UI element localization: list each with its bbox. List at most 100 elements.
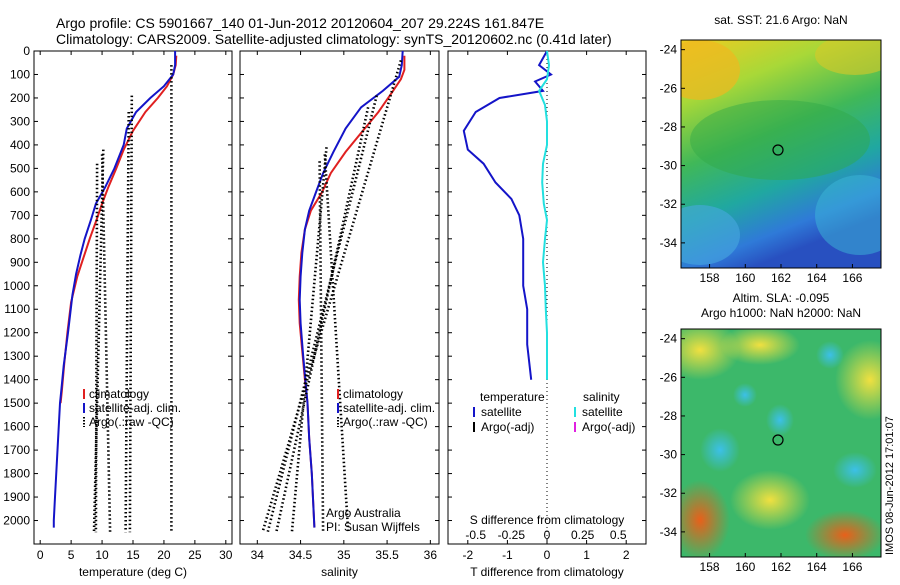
depth-tick-label: 1200 [3,326,30,340]
sal-x-axis-label: salinity [321,565,358,579]
depth-tick-label: 200 [10,91,30,105]
temp-x-tick-label: 0 [37,548,44,562]
depth-tick-label: 500 [10,161,30,175]
diff-legend-label: Argo(-adj) [481,420,534,434]
depth-tick-label: 0 [23,44,30,58]
depth-tick-label: 1000 [3,279,30,293]
salinity-annotation: Argo Australia [326,506,401,520]
temp-x-axis-label: temperature (deg C) [79,565,187,579]
sal-series-argo-raw [318,161,325,533]
temp-legend-label: Argo(.:raw -QC) [89,415,174,429]
sst-axes-lat-label: -34 [660,236,678,250]
temp-x-tick-label: 20 [157,548,171,562]
diff-legend-label: Argo(-adj) [582,420,635,434]
temp-x-tick-label: 5 [68,548,75,562]
temp-legend-label: satellite-adj. clim. [89,401,181,415]
sal-legend-label: satellite-adj. clim. [343,401,435,415]
sst-axes-lat-label: -32 [660,197,678,211]
title-line-2: Climatology: CARS2009. Satellite-adjuste… [56,31,612,47]
sla-axes-lon-label: 162 [771,560,791,574]
temp-series-climatology [59,55,178,404]
sal-x-tick-label: 36 [424,548,438,562]
sst-axes-lon-label: 160 [735,271,755,285]
diff-secondary-tick-label: 0.25 [571,528,595,542]
diff-legend-title-temperature: temperature [480,390,545,404]
depth-tick-label: 900 [10,255,30,269]
sal-series-argo-raw [261,60,403,533]
sst-axes-lon-label: 158 [700,271,720,285]
difference-panel: -2 -1 0 1 2 T difference from climatology S di… [447,50,647,579]
diff-x-tick-label: 2 [623,548,630,562]
sla-map-title-1: Altim. SLA: -0.095 [733,291,830,305]
sla-axes-lat-label: -32 [660,486,678,500]
title-line-1: Argo profile: CS 5901667_140 01-Jun-2012… [56,15,544,31]
depth-tick-label: 1700 [3,443,30,457]
sla-axes-lat-label: -24 [660,332,678,346]
sal-x-tick-label: 34 [251,548,265,562]
temp-series-argo-raw [100,154,112,533]
depth-tick-label: 700 [10,208,30,222]
sla-map: Altim. SLA: -0.095 Argo h1000: NaN h2000… [660,291,882,574]
salinity-panel: 34 34.5 35 35.5 36 salinity climatologysatelli… [239,50,440,579]
sst-axes-lat-label: -30 [660,159,678,173]
temp-series-argo-raw [124,111,130,533]
diff-series-s-satellite [537,50,551,380]
sal-legend-label: climatology [343,387,403,401]
sal-series-argo-raw [290,147,328,533]
depth-tick-label: 100 [10,67,30,81]
depth-tick-label: 2000 [3,514,30,528]
diff-secondary-axis-label: S difference from climatology [470,513,625,527]
diff-secondary-tick-label: -0.5 [465,528,486,542]
sla-axes-lat-label: -26 [660,370,678,384]
temp-x-tick-label: 25 [188,548,202,562]
depth-tick-label: 300 [10,114,30,128]
depth-tick-label: 1400 [3,373,30,387]
sal-series-argo-raw [275,107,370,533]
sst-axes-lon-label: 166 [842,271,862,285]
salinity-annotation: PI: Susan Wijffels [326,520,420,534]
diff-series-t-satellite [462,50,553,380]
sst-axes-lat-label: -26 [660,81,678,95]
sla-argo-location-marker [772,434,784,446]
diff-secondary-tick-label: -0.25 [498,528,526,542]
temp-legend-label: climatology [89,387,149,401]
sla-axes-lat-label: -28 [660,409,678,423]
sal-series-argo-raw [323,154,350,533]
sst-axes-lon-label: 164 [807,271,827,285]
depth-tick-label: 1600 [3,420,30,434]
temperature-panel: 0 5 10 15 20 25 30 temperature (deg C) 0 100 200 30… [3,44,233,579]
sal-series-satellite-adj-clim- [298,50,404,528]
sla-axes-lon-label: 160 [735,560,755,574]
sst-argo-location-marker [772,144,784,156]
depth-tick-label: 1500 [3,396,30,410]
sal-x-tick-label: 34.5 [289,548,313,562]
depth-tick-label: 1800 [3,467,30,481]
temp-x-tick-label: 30 [219,548,233,562]
temp-plot-frame [33,50,233,545]
depth-tick-label: 400 [10,138,30,152]
temp-x-tick-label: 15 [126,548,140,562]
sal-x-tick-label: 35 [337,548,351,562]
temp-x-tick-label: 10 [95,548,109,562]
depth-tick-label: 1900 [3,490,30,504]
sst-map-title: sat. SST: 21.6 Argo: NaN [714,13,847,27]
sst-axes-lon-label: 162 [771,271,791,285]
side-label: IMOS 08-Jun-2012 17:01:07 [884,416,896,555]
sla-map-title-2: Argo h1000: NaN h2000: NaN [701,306,861,320]
sst-axes-lat-label: -24 [660,43,678,57]
diff-x-tick-label: -2 [462,548,473,562]
temp-series-satellite-adj-clim- [52,51,177,528]
diff-secondary-tick-label: 0 [544,528,551,542]
diff-x-tick-label: -1 [502,548,513,562]
depth-tick-label: 800 [10,232,30,246]
depth-tick-label: 1300 [3,349,30,363]
sal-plot-frame [239,50,440,545]
sal-legend-label: Argo(.:raw -QC) [343,415,428,429]
diff-legend-title-salinity: salinity [583,390,620,404]
sla-axes-lat-label: -34 [660,525,678,539]
diff-legend-label: satellite [582,405,623,419]
temp-series-argo-raw [94,163,99,533]
sal-x-tick-label: 35.5 [375,548,399,562]
depth-tick-label: 600 [10,185,30,199]
diff-legend-label: satellite [481,405,522,419]
